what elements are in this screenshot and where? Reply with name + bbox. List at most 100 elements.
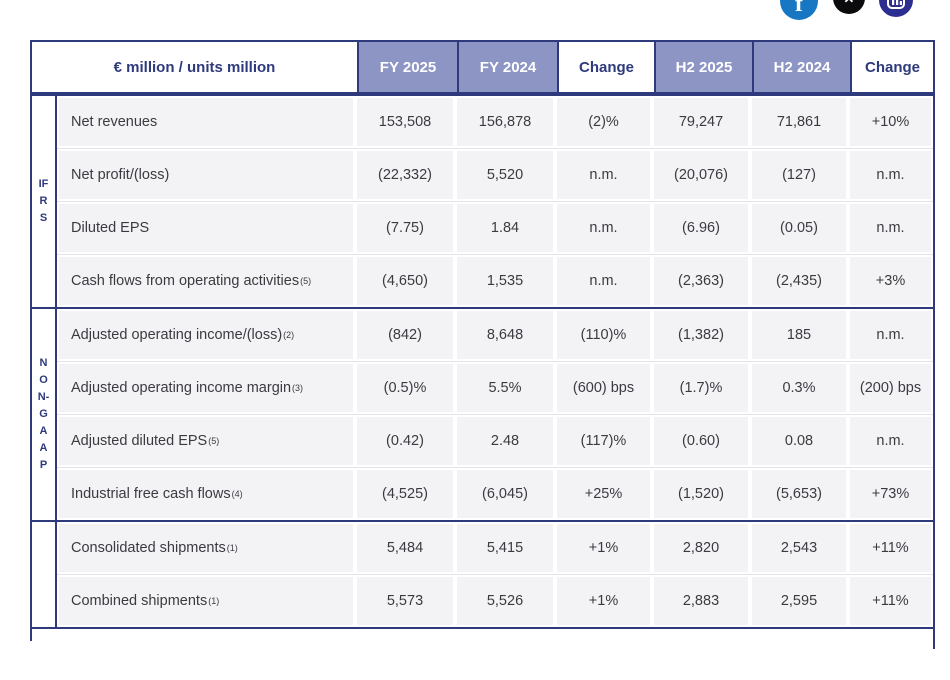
next-section-border-left	[30, 629, 32, 641]
header-h2-2024: H2 2024	[752, 42, 850, 92]
cell-change-fy: n.m.	[557, 151, 650, 199]
table-row: Adjusted diluted EPS (5) (0.42) 2.48 (117…	[57, 414, 933, 467]
cell-h2-2024: 0.08	[752, 417, 846, 465]
facebook-icon[interactable]: f	[780, 0, 818, 20]
cell-fy2024: 1,535	[457, 257, 553, 305]
cell-h2-2024: 2,595	[752, 577, 846, 625]
cell-h2-2025: 79,247	[654, 98, 748, 146]
cell-h2-2025: (20,076)	[654, 151, 748, 199]
row-label: Adjusted operating income/(loss) (2)	[59, 311, 353, 359]
row-label: Net revenues	[59, 98, 353, 146]
cell-fy2024: 1.84	[457, 204, 553, 252]
cell-fy2025: (4,650)	[357, 257, 453, 305]
cell-h2-2025: (1,520)	[654, 470, 748, 518]
cell-h2-2024: (5,653)	[752, 470, 846, 518]
cell-change-fy: +1%	[557, 577, 650, 625]
cell-fy2025: (842)	[357, 311, 453, 359]
cell-fy2024: 2.48	[457, 417, 553, 465]
cell-change-h2: +73%	[850, 470, 931, 518]
row-label: Diluted EPS	[59, 204, 353, 252]
cell-fy2025: (0.5)%	[357, 364, 453, 412]
table-row: Combined shipments (1) 5,573 5,526 +1% 2,…	[57, 574, 933, 627]
cell-h2-2025: (2,363)	[654, 257, 748, 305]
cell-h2-2024: 185	[752, 311, 846, 359]
cell-change-h2: n.m.	[850, 311, 931, 359]
cell-fy2025: (22,332)	[357, 151, 453, 199]
cell-change-h2: +3%	[850, 257, 931, 305]
cell-h2-2025: (6.96)	[654, 204, 748, 252]
cell-fy2024: 5,415	[457, 524, 553, 572]
table-row: Industrial free cash flows (4) (4,525) (6…	[57, 467, 933, 520]
row-label: Adjusted operating income margin (3)	[59, 364, 353, 412]
cell-fy2024: 5,526	[457, 577, 553, 625]
x-glyph: ✕	[844, 0, 855, 7]
cell-h2-2025: (0.60)	[654, 417, 748, 465]
cell-change-fy: +1%	[557, 524, 650, 572]
row-label: Adjusted diluted EPS (5)	[59, 417, 353, 465]
cell-h2-2024: (127)	[752, 151, 846, 199]
cell-h2-2024: 2,543	[752, 524, 846, 572]
cell-change-fy: (110)%	[557, 311, 650, 359]
cell-fy2025: (4,525)	[357, 470, 453, 518]
cell-change-h2: n.m.	[850, 417, 931, 465]
cell-change-h2: (200) bps	[850, 364, 931, 412]
financial-results-table: € million / units million FY 2025 FY 202…	[30, 40, 935, 629]
cell-change-fy: n.m.	[557, 257, 650, 305]
cell-fy2024: 5,520	[457, 151, 553, 199]
cell-change-fy: +25%	[557, 470, 650, 518]
cell-h2-2024: 71,861	[752, 98, 846, 146]
cell-h2-2025: (1,382)	[654, 311, 748, 359]
group-label-ifrs: IFRS	[32, 96, 57, 307]
cell-change-h2: +11%	[850, 524, 931, 572]
linkedin-icon[interactable]	[877, 0, 915, 19]
table-row: Adjusted operating income/(loss) (2) (842…	[57, 309, 933, 361]
table-row: Diluted EPS (7.75) 1.84 n.m. (6.96) (0.0…	[57, 201, 933, 254]
header-change-fy: Change	[557, 42, 654, 92]
cell-change-fy: n.m.	[557, 204, 650, 252]
facebook-glyph: f	[795, 0, 803, 17]
cell-h2-2025: 2,820	[654, 524, 748, 572]
table-row: Net revenues 153,508 156,878 (2)% 79,247…	[57, 96, 933, 148]
cell-change-fy: (2)%	[557, 98, 650, 146]
cell-fy2024: 5.5%	[457, 364, 553, 412]
cell-h2-2025: (1.7)%	[654, 364, 748, 412]
row-label: Cash flows from operating activities (5)	[59, 257, 353, 305]
cell-fy2024: 156,878	[457, 98, 553, 146]
cell-h2-2025: 2,883	[654, 577, 748, 625]
row-label: Net profit/(loss)	[59, 151, 353, 199]
cell-change-fy: (117)%	[557, 417, 650, 465]
x-twitter-icon[interactable]: ✕	[833, 0, 865, 14]
cell-change-fy: (600) bps	[557, 364, 650, 412]
cell-fy2025: 153,508	[357, 98, 453, 146]
section-ifrs: IFRS Net revenues 153,508 156,878 (2)% 7…	[32, 94, 933, 307]
group-label-non-gaap: NON-GAAP	[32, 309, 57, 520]
table-header-row: € million / units million FY 2025 FY 202…	[32, 42, 933, 94]
next-section-border-right	[933, 629, 935, 649]
cell-fy2025: 5,484	[357, 524, 453, 572]
group-label-empty	[32, 522, 57, 627]
cell-fy2025: (0.42)	[357, 417, 453, 465]
table-row: Cash flows from operating activities (5) …	[57, 254, 933, 307]
cell-change-h2: n.m.	[850, 204, 931, 252]
linkedin-glyph	[887, 0, 905, 9]
header-h2-2025: H2 2025	[654, 42, 752, 92]
cell-fy2024: 8,648	[457, 311, 553, 359]
header-units-label: € million / units million	[32, 42, 357, 92]
cell-h2-2024: 0.3%	[752, 364, 846, 412]
header-fy2025: FY 2025	[357, 42, 457, 92]
table-row: Adjusted operating income margin (3) (0.5…	[57, 361, 933, 414]
cell-change-h2: +10%	[850, 98, 931, 146]
row-label: Combined shipments (1)	[59, 577, 353, 625]
header-change-h2: Change	[850, 42, 933, 92]
cell-h2-2024: (0.05)	[752, 204, 846, 252]
cell-h2-2024: (2,435)	[752, 257, 846, 305]
cell-fy2024: (6,045)	[457, 470, 553, 518]
cell-change-h2: n.m.	[850, 151, 931, 199]
table-row: Net profit/(loss) (22,332) 5,520 n.m. (2…	[57, 148, 933, 201]
cell-change-h2: +11%	[850, 577, 931, 625]
table-row: Consolidated shipments (1) 5,484 5,415 +1…	[57, 522, 933, 574]
cell-fy2025: (7.75)	[357, 204, 453, 252]
section-shipments: Consolidated shipments (1) 5,484 5,415 +1…	[32, 520, 933, 627]
header-fy2024: FY 2024	[457, 42, 557, 92]
